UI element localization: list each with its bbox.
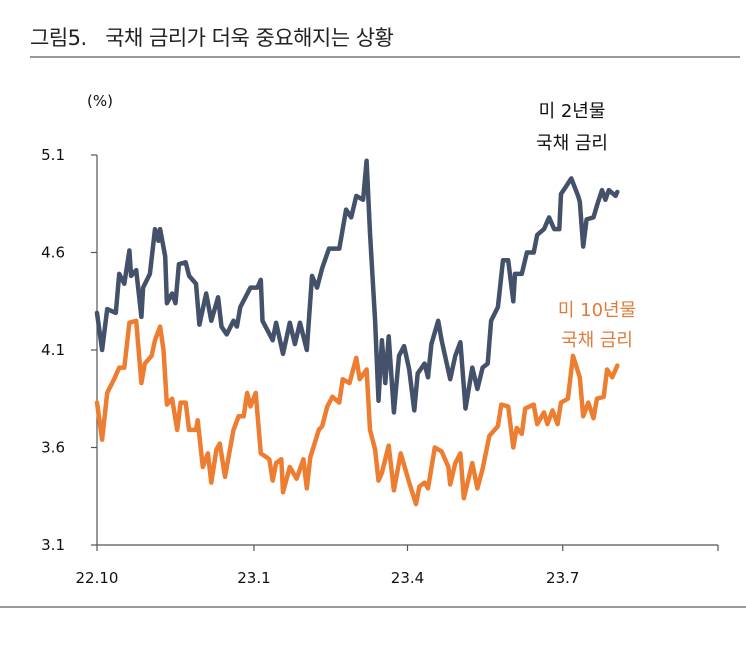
series-line-10y [94,318,620,507]
x-tick-label: 23.1 [237,569,270,587]
y-tick-label: 3.1 [41,536,65,554]
series-line-2y [94,158,620,415]
y-tick-label: 5.1 [41,146,65,164]
series-label-10y-line2: 국채 금리 [561,330,633,351]
unit-label: (%) [87,92,113,110]
series-label-2y-line2: 국채 금리 [536,133,608,154]
x-tick-label: 23.7 [546,569,579,587]
title-divider [30,56,740,58]
y-tick-label: 4.1 [41,341,65,359]
figure-title: 그림5. 국채 금리가 더욱 중요해지는 상황 [30,26,394,50]
x-tick-label: 23.4 [391,569,424,587]
series-label-2y-line1: 미 2년물 [539,101,606,122]
series-label-10y-line1: 미 10년물 [558,300,636,321]
y-tick-label: 3.6 [41,439,65,457]
x-tick-label: 22.10 [76,569,119,587]
bottom-divider [0,606,746,608]
y-tick-label: 4.6 [41,244,65,262]
